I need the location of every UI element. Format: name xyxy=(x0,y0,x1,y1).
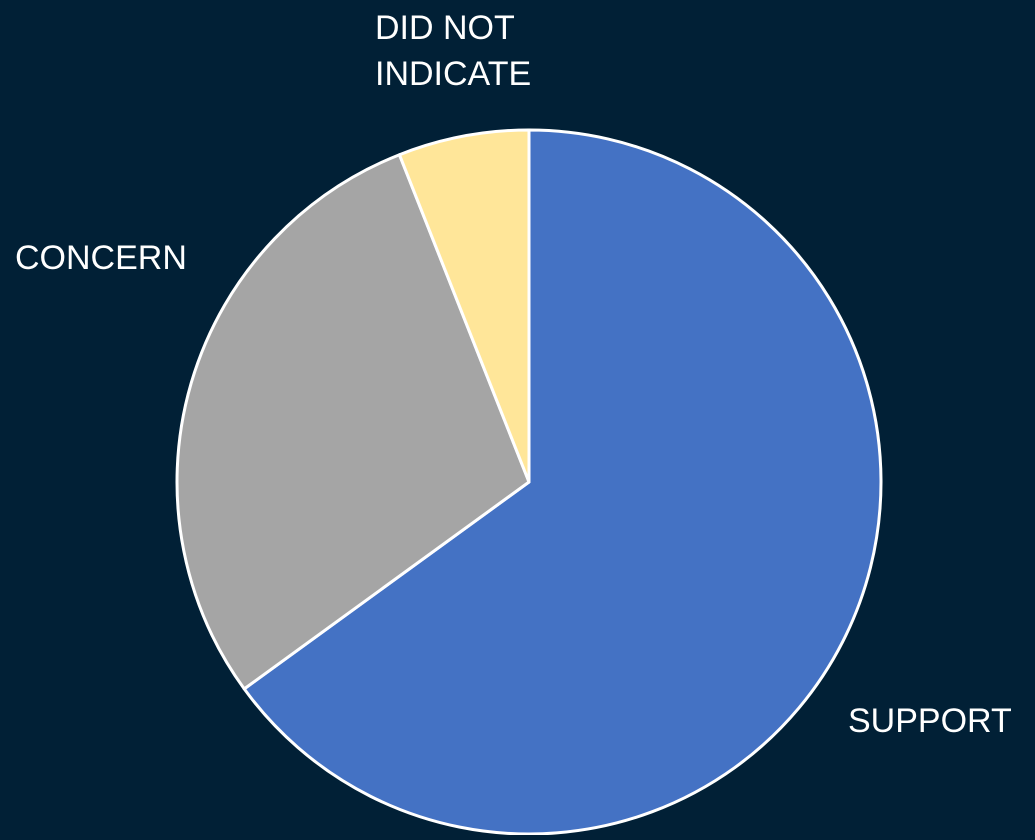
slice-label-concern: CONCERN xyxy=(15,235,187,281)
slice-label-line: SUPPORT xyxy=(848,702,1012,740)
slice-label-line: INDICATE xyxy=(375,55,532,93)
pie-slice-concern xyxy=(175,153,531,691)
slice-label-line: DID NOT xyxy=(375,9,515,47)
pie-slice-did-not-indicate xyxy=(397,128,531,484)
pie-slice-support xyxy=(242,128,883,836)
slice-label-did-not-indicate: DID NOT INDICATE xyxy=(375,5,531,97)
slice-label-support: SUPPORT xyxy=(848,698,1012,744)
slice-label-line: CONCERN xyxy=(15,239,187,277)
